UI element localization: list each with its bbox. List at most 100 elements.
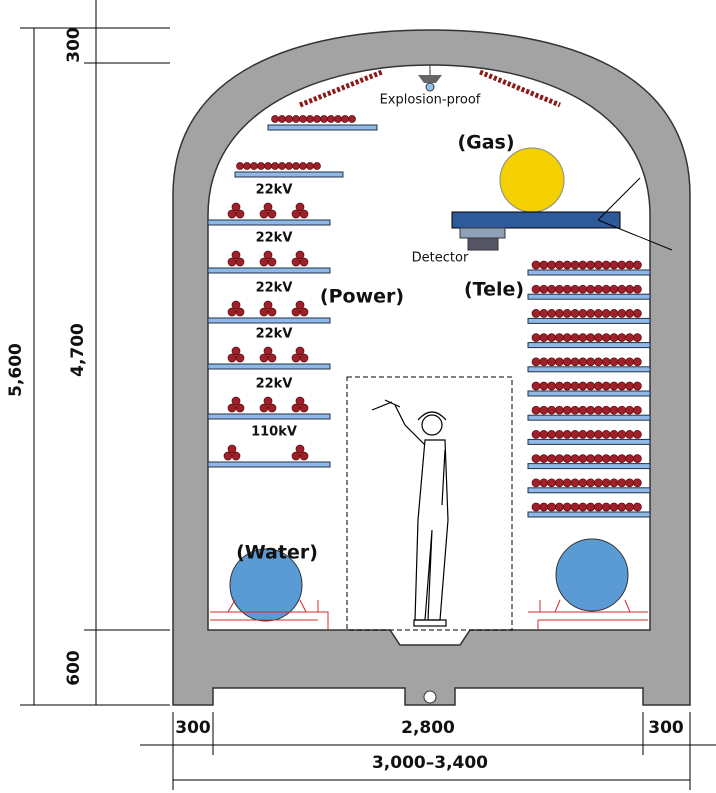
- cable: [570, 454, 580, 463]
- cable: [570, 260, 580, 270]
- cable: [299, 115, 307, 123]
- cable: [259, 307, 269, 317]
- cable: [578, 454, 588, 463]
- cable: [235, 403, 245, 413]
- drain: [423, 690, 437, 704]
- cable: [539, 260, 549, 270]
- cable: [633, 454, 642, 463]
- cable: [633, 260, 642, 270]
- cable: [285, 162, 293, 170]
- cable: [562, 381, 572, 391]
- cable: [531, 405, 541, 415]
- cable: [570, 284, 580, 294]
- cable: [531, 454, 541, 463]
- cable: [609, 284, 619, 294]
- cable: [555, 381, 564, 391]
- cable: [299, 209, 309, 219]
- cable: [531, 502, 541, 512]
- cable: [578, 260, 588, 270]
- cable: [299, 307, 309, 317]
- cable: [594, 454, 603, 463]
- cable: [295, 250, 305, 260]
- cable: [594, 357, 603, 367]
- cable: [617, 333, 627, 342]
- voltage-label: 22kV: [256, 281, 293, 296]
- cable: [539, 454, 549, 463]
- cable: [570, 430, 580, 439]
- cable: [291, 451, 301, 461]
- cable: [594, 502, 603, 512]
- cable: [562, 478, 572, 488]
- cable: [609, 454, 619, 463]
- cable: [259, 353, 269, 363]
- cable: [617, 405, 627, 415]
- cable-tray: [527, 293, 651, 300]
- label: Explosion-proof: [380, 93, 481, 108]
- cable: [313, 162, 321, 170]
- cable: [306, 115, 314, 123]
- tunnel-wall: [172, 29, 691, 706]
- cable: [601, 502, 611, 512]
- cable: [555, 333, 564, 342]
- cable: [601, 478, 611, 488]
- cable: [278, 115, 286, 123]
- cable: [601, 260, 611, 270]
- cable: [295, 202, 305, 212]
- cable: [539, 381, 549, 391]
- cable-tray: [207, 219, 331, 226]
- cable-tray: [527, 366, 651, 373]
- cable: [625, 284, 634, 294]
- cable: [334, 115, 342, 123]
- cable: [578, 333, 588, 342]
- cable: [625, 454, 634, 463]
- cable: [617, 454, 627, 463]
- cable: [617, 284, 627, 294]
- cable: [594, 309, 603, 318]
- cable: [617, 478, 627, 488]
- cable: [267, 307, 277, 317]
- cable-tray: [527, 511, 651, 518]
- cable: [586, 333, 595, 342]
- cable: [609, 357, 619, 367]
- cable: [250, 162, 258, 170]
- voltage-label: 22kV: [256, 231, 293, 246]
- cable-tray: [527, 317, 651, 324]
- cable: [562, 333, 572, 342]
- cable: [555, 309, 564, 318]
- cable: [601, 454, 611, 463]
- cable: [299, 353, 309, 363]
- cable: [295, 396, 305, 406]
- cable: [539, 284, 549, 294]
- cable: [625, 333, 634, 342]
- cable: [547, 454, 556, 463]
- cable: [578, 284, 588, 294]
- cable: [625, 309, 634, 318]
- cable: [539, 478, 549, 488]
- cable: [633, 309, 642, 318]
- cable: [539, 430, 549, 439]
- cable: [547, 430, 556, 439]
- cable: [625, 260, 634, 270]
- cable: [570, 405, 580, 415]
- cable: [609, 502, 619, 512]
- cable: [570, 333, 580, 342]
- cable: [609, 430, 619, 439]
- cable: [259, 209, 269, 219]
- cable: [531, 357, 541, 367]
- cable: [562, 357, 572, 367]
- cable: [633, 284, 642, 294]
- cable: [227, 444, 237, 454]
- cable: [295, 444, 305, 454]
- cable: [547, 260, 556, 270]
- cable: [539, 357, 549, 367]
- cable: [531, 284, 541, 294]
- cable: [547, 284, 556, 294]
- cable: [531, 333, 541, 342]
- cable: [601, 284, 611, 294]
- cable: [531, 381, 541, 391]
- cable: [562, 309, 572, 318]
- cable: [263, 250, 273, 260]
- cable: [562, 430, 572, 439]
- cable: [348, 115, 356, 123]
- cable: [278, 162, 286, 170]
